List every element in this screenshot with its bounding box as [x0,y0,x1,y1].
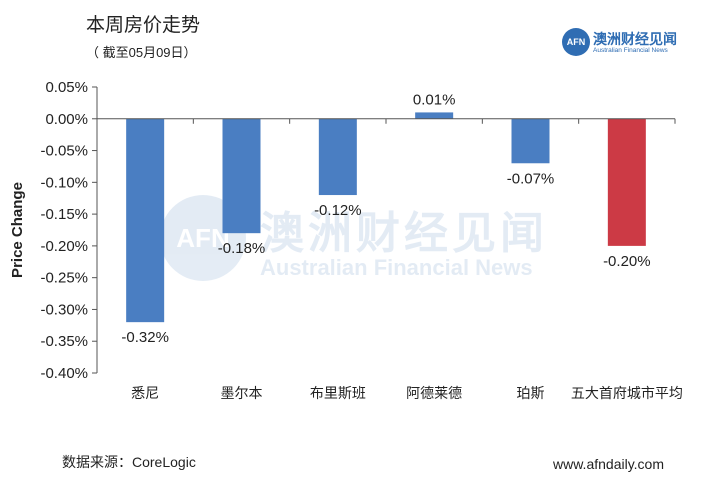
data-label-1: -0.18% [218,240,266,257]
y-tick-label: -0.10% [40,174,88,191]
chart-subtitle: （ 截至05月09日） [86,45,197,60]
bar-2 [318,118,357,196]
y-axis-label: Price Change [9,182,26,278]
axes [96,87,676,373]
bar-5 [607,118,646,246]
data-source: 数据来源：CoreLogic [62,454,196,470]
y-tick-label: 0.05% [45,79,88,96]
category-label-1: 墨尔本 [221,385,263,401]
website-url: www.afndaily.com [553,456,665,472]
bar-1 [222,118,261,234]
data-label-3: 0.01% [413,91,456,108]
category-label-3: 阿德莱德 [406,385,462,401]
data-labels: -0.32% -0.18% -0.12% 0.01% -0.07% -0.20% [121,91,650,346]
bar-0 [126,118,165,323]
y-axis-ticks: 0.05% 0.00% -0.05% -0.10% -0.15% -0.20% -0.25%… [40,79,97,382]
data-label-4: -0.07% [507,170,555,187]
y-tick-label: -0.05% [40,143,88,160]
data-label-2: -0.12% [314,202,362,219]
y-tick-label: -0.40% [40,365,88,382]
bar-3 [415,112,454,119]
y-tick-label: -0.35% [40,333,88,350]
y-tick-label: -0.30% [40,301,88,318]
y-tick-label: -0.20% [40,238,88,255]
category-label-0: 悉尼 [131,385,159,401]
afn-logo-name-en: Australian Financial News [593,47,668,54]
afn-logo-mark: AFN [562,28,590,56]
afn-logo-name-cn: 澳洲财经见闻 [593,31,677,47]
data-label-5: -0.20% [603,253,651,270]
y-tick-label: -0.15% [40,206,88,223]
chart-title: 本周房价走势 [86,15,201,36]
bar-4 [511,118,550,164]
y-tick-label: 0.00% [45,111,88,128]
category-label-2: 布里斯班 [310,385,366,401]
category-label-4: 珀斯 [517,385,545,401]
data-label-0: -0.32% [121,329,169,346]
y-tick-label: -0.25% [40,270,88,287]
x-axis-categories: 悉尼 墨尔本 布里斯班 阿德莱德 珀斯 五大首府城市平均 [131,385,683,401]
category-label-5: 五大首府城市平均 [571,385,683,401]
bars [126,112,646,323]
